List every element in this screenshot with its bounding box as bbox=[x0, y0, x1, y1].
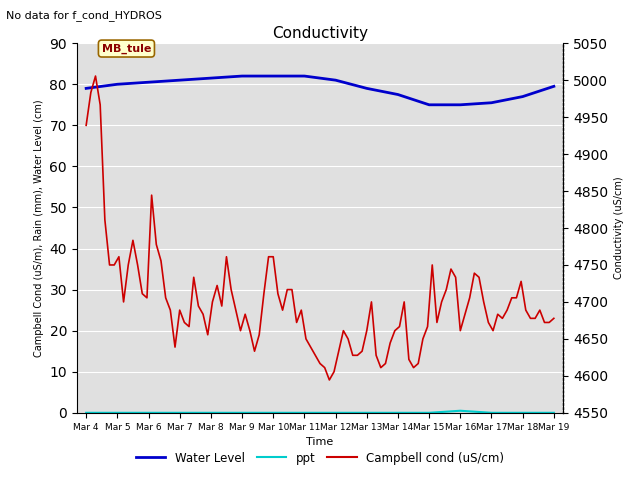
X-axis label: Time: Time bbox=[307, 437, 333, 447]
Text: MB_tule: MB_tule bbox=[102, 43, 151, 54]
Y-axis label: Campbell Cond (uS/m), Rain (mm), Water Level (cm): Campbell Cond (uS/m), Rain (mm), Water L… bbox=[34, 99, 44, 357]
Y-axis label: Conductivity (uS/cm): Conductivity (uS/cm) bbox=[614, 177, 623, 279]
Title: Conductivity: Conductivity bbox=[272, 25, 368, 41]
Legend: Water Level, ppt, Campbell cond (uS/cm): Water Level, ppt, Campbell cond (uS/cm) bbox=[131, 447, 509, 469]
Text: No data for f_cond_HYDROS: No data for f_cond_HYDROS bbox=[6, 10, 163, 21]
